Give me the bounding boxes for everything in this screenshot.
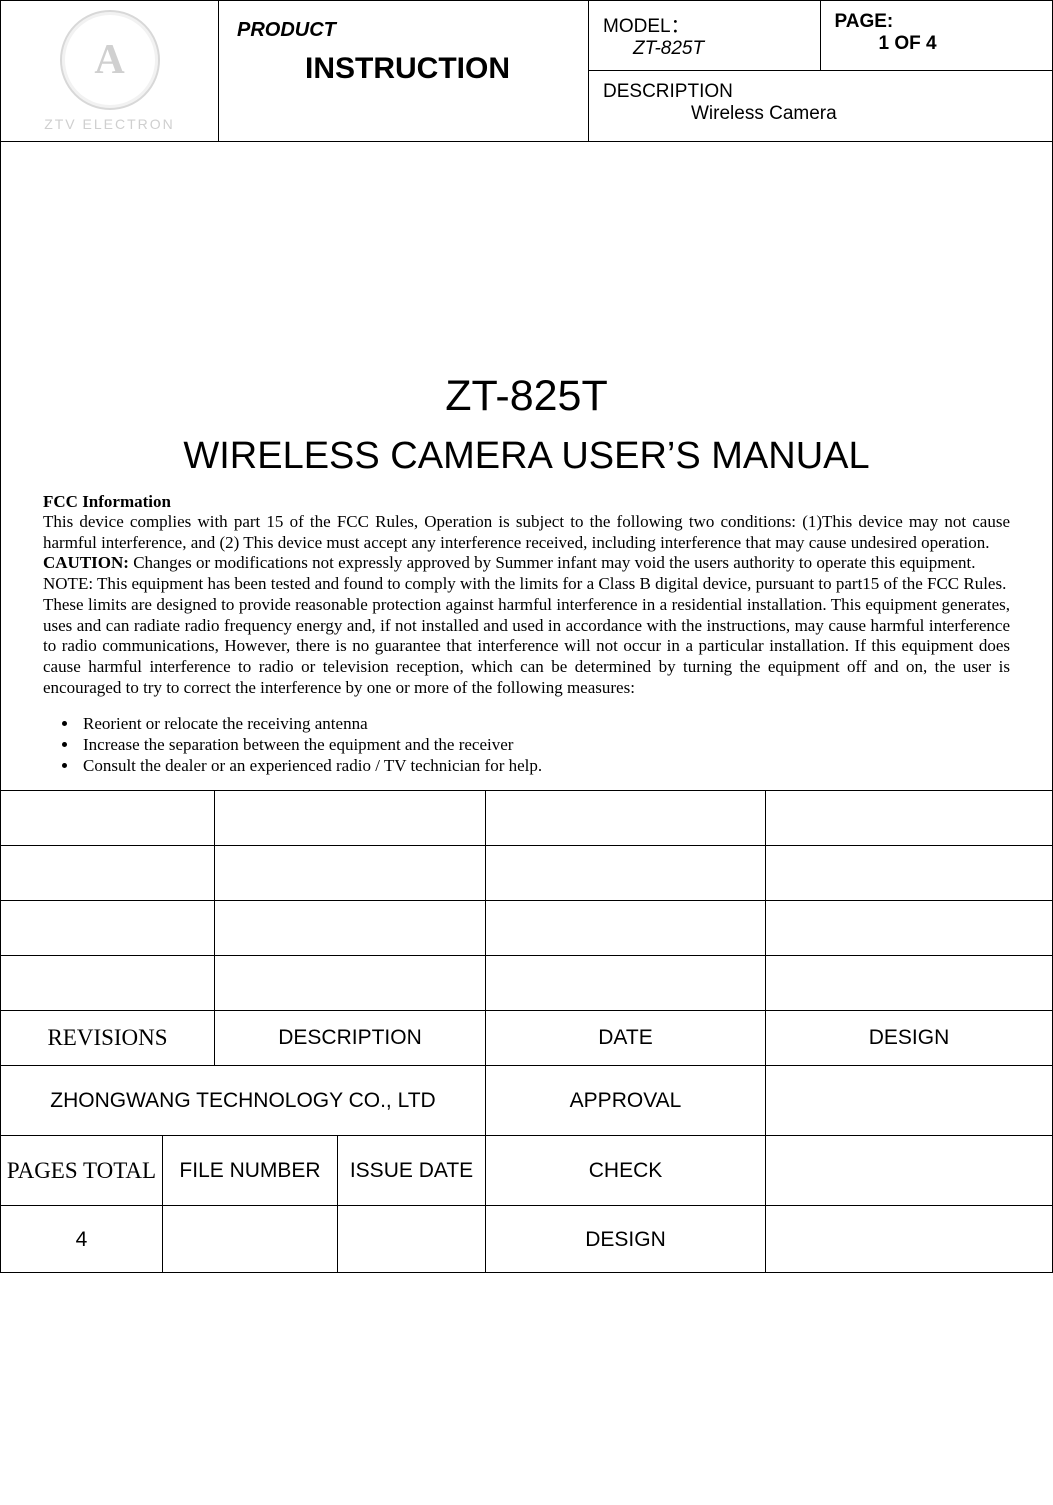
description-label: DESCRIPTION [603,81,1038,103]
rev-cell [1,791,215,846]
rev-cell [215,846,486,901]
fcc-bullet: Consult the dealer or an experienced rad… [79,755,1010,776]
revisions-table: REVISIONS DESCRIPTION DATE DESIGN [1,791,1052,1066]
issue-date-label: ISSUE DATE [338,1136,486,1206]
rev-cell [215,956,486,1011]
design-value [766,1206,1052,1272]
page-label: PAGE: [835,11,1039,33]
pages-total-value: 4 [1,1206,163,1272]
rev-cell [486,791,766,846]
fcc-caution-label: CAUTION: [43,553,129,572]
header-block: A ZTV ELECTRON PRODUCT INSTRUCTION MODEL… [1,1,1052,142]
logo-circle: A [60,10,160,110]
approval-label-cell: APPROVAL [486,1066,766,1136]
revisions-header: REVISIONS [1,1011,215,1066]
logo-cell: A ZTV ELECTRON [1,1,219,141]
description-value: Wireless Camera [603,103,1038,125]
rev-cell [1,901,215,956]
body-content: ZT-825T WIRELESS CAMERA USER’S MANUAL FC… [1,142,1052,776]
model-label: MODEL： [603,11,806,38]
rev-cell [486,901,766,956]
company-cell: ZHONGWANG TECHNOLOGY CO., LTD [1,1066,486,1136]
instruction-label: INSTRUCTION [237,52,578,86]
check-label: CHECK [486,1136,766,1206]
logo-text: ZTV ELECTRON [44,116,175,132]
bottom-table: PAGES TOTAL FILE NUMBER ISSUE DATE CHECK… [1,1136,1052,1272]
rev-cell [215,901,486,956]
design-header: DESIGN [766,1011,1052,1066]
footer-tables: REVISIONS DESCRIPTION DATE DESIGN ZHONGW… [1,790,1052,1272]
pages-total-label: PAGES TOTAL [1,1136,163,1206]
main-title: ZT-825T [43,372,1010,421]
rev-cell [486,956,766,1011]
page-value: 1 OF 4 [835,33,1039,55]
rev-cell [486,846,766,901]
date-header: DATE [486,1011,766,1066]
fcc-bullets: Reorient or relocate the receiving anten… [79,713,1010,777]
fcc-para-1: This device complies with part 15 of the… [43,512,1010,553]
fcc-limits: These limits are designed to provide rea… [43,595,1010,699]
approval-value-cell [766,1066,1052,1136]
page-number-cell: PAGE: 1 OF 4 [821,1,1053,70]
logo-glyph: A [94,36,124,84]
rev-cell [215,791,486,846]
product-label: PRODUCT [237,19,578,42]
header-right-top: MODEL： ZT-825T PAGE: 1 OF 4 [589,1,1052,71]
issue-date-value [338,1206,486,1272]
approval-row: ZHONGWANG TECHNOLOGY CO., LTD APPROVAL [1,1066,1052,1136]
rev-cell [1,846,215,901]
description-cell: DESCRIPTION Wireless Camera [589,71,1052,141]
sub-title: WIRELESS CAMERA USER’S MANUAL [43,435,1010,478]
rev-cell [766,846,1052,901]
file-number-value [163,1206,338,1272]
description-header: DESCRIPTION [215,1011,486,1066]
check-value [766,1136,1052,1206]
rev-cell [766,956,1052,1011]
fcc-caution: CAUTION: Changes or modifications not ex… [43,553,1010,574]
file-number-label: FILE NUMBER [163,1136,338,1206]
fcc-caution-text: Changes or modifications not expressly a… [129,553,976,572]
rev-cell [766,901,1052,956]
header-right: MODEL： ZT-825T PAGE: 1 OF 4 DESCRIPTION … [589,1,1052,141]
product-cell: PRODUCT INSTRUCTION [219,1,589,141]
model-cell: MODEL： ZT-825T [589,1,821,70]
design-label: DESIGN [486,1206,766,1272]
fcc-bullet: Increase the separation between the equi… [79,734,1010,755]
fcc-heading: FCC Information [43,492,1010,512]
document-page: A ZTV ELECTRON PRODUCT INSTRUCTION MODEL… [0,0,1053,1273]
rev-cell [766,791,1052,846]
fcc-bullet: Reorient or relocate the receiving anten… [79,713,1010,734]
model-value: ZT-825T [603,38,806,60]
rev-cell [1,956,215,1011]
fcc-note: NOTE: This equipment has been tested and… [43,574,1010,595]
